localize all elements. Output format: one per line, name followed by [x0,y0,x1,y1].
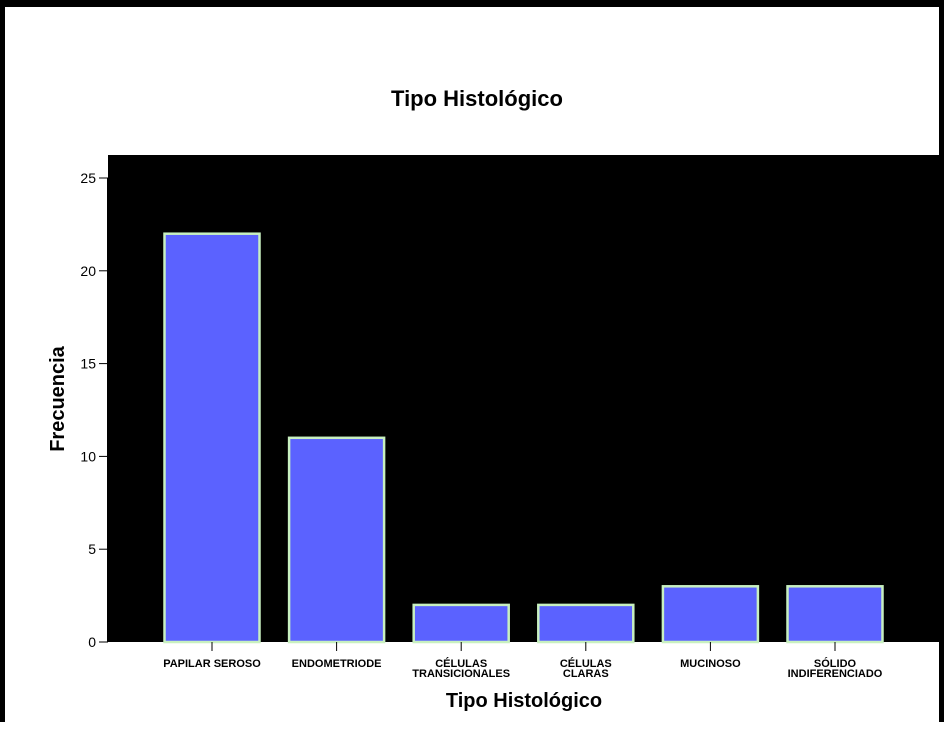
y-tick-label: 5 [88,541,96,557]
y-axis-label: Frecuencia [47,345,69,451]
bars-group [163,232,884,644]
chart-title: Tipo Histológico [391,86,563,111]
x-axis: PAPILAR SEROSO ENDOMETRIODE CÉLULAS TRANSIC… [163,642,883,680]
y-tick-label: 25 [80,170,96,186]
x-tick-label: ENDOMETRIODE [292,658,382,670]
bar [287,436,386,644]
y-tick-label: 0 [88,634,96,650]
y-tick-label: 15 [80,356,96,372]
bar [163,232,261,644]
x-tick-label: CÉLULAS CLARAS [560,657,612,680]
x-tick-label: PAPILAR SEROSO [163,658,261,670]
bar [412,603,510,644]
x-tick-label: CÉLULAS TRANSICIONALES [412,657,510,680]
bar [786,585,884,644]
x-axis-label: Tipo Histológico [446,690,602,712]
y-tick-label: 10 [80,448,96,464]
y-tick-label: 20 [80,263,96,279]
bar [661,585,760,644]
x-tick-label: MUCINOSO [680,658,741,670]
y-axis: 0 5 10 15 20 25 [80,170,108,650]
bar-chart: Tipo Histológico 0 5 10 15 20 25 PAPILAR SERO… [47,86,939,712]
bar [537,603,635,644]
x-tick-label: SÓLIDO INDIFERENCIADO [788,657,883,680]
